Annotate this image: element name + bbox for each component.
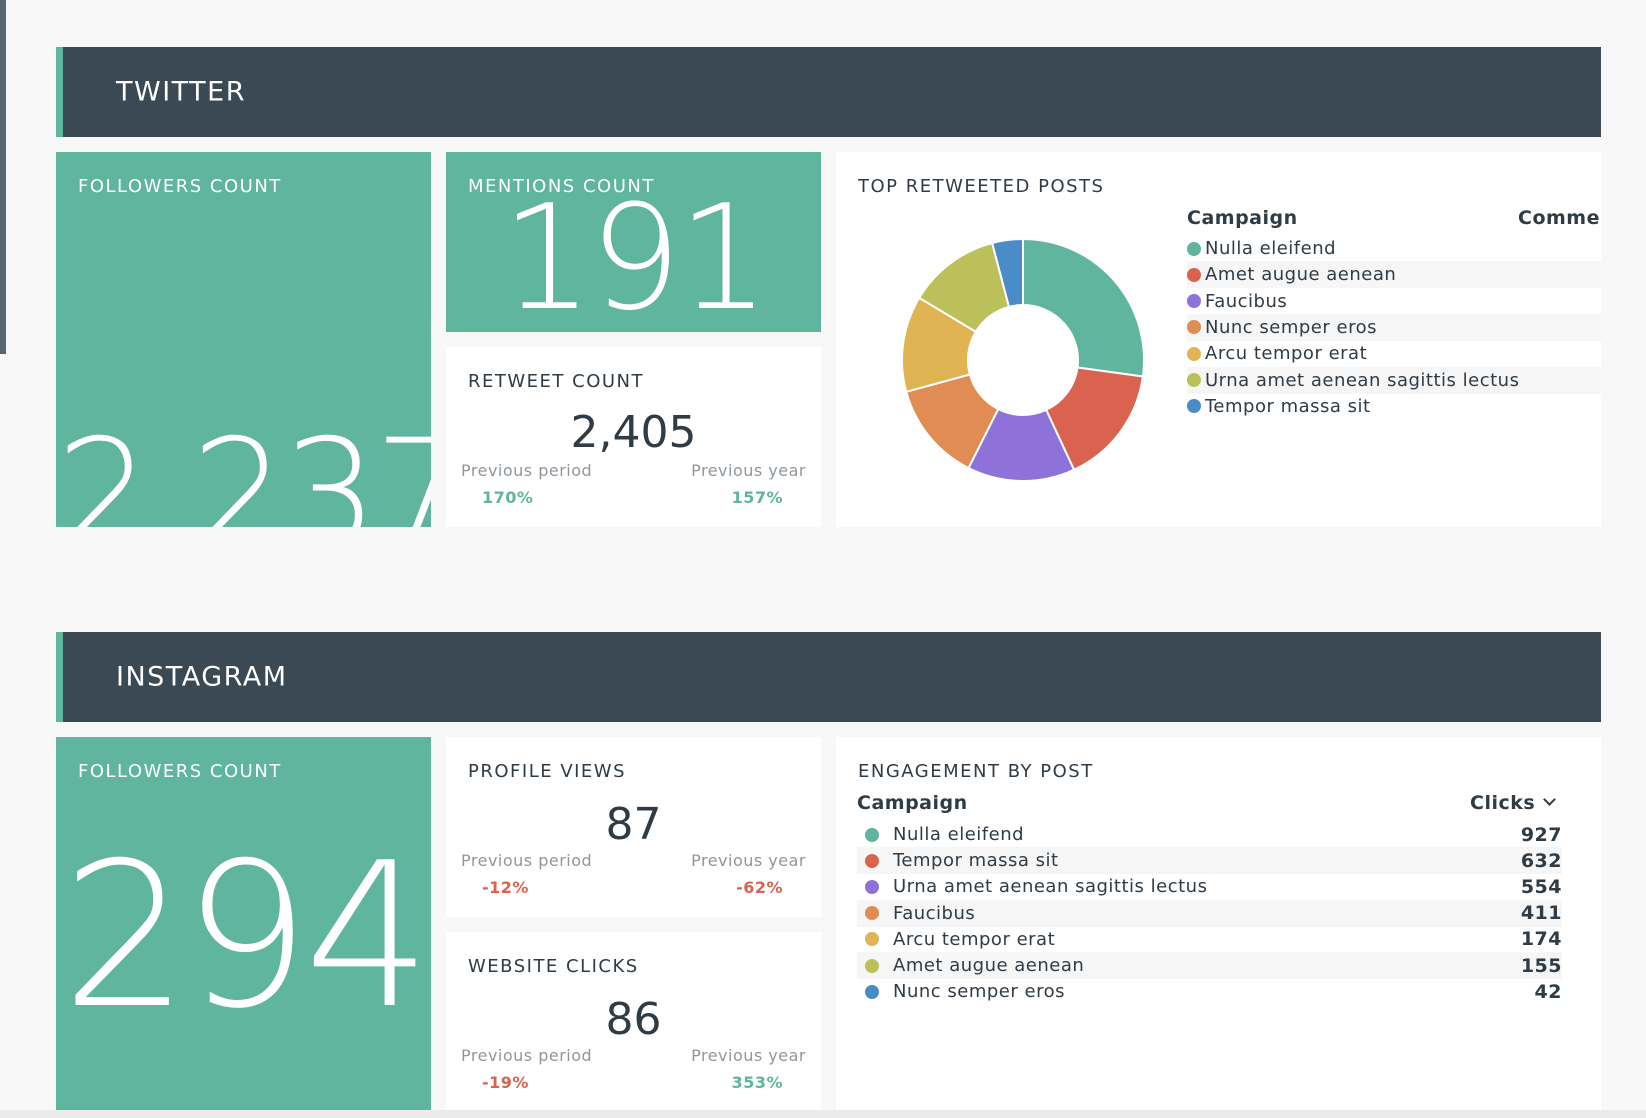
legend-dot-icon xyxy=(1187,373,1201,387)
legend-dot-icon xyxy=(865,827,879,842)
clicks-value: 632 xyxy=(1520,849,1562,872)
clicks-value: 174 xyxy=(1520,928,1562,951)
legend-label: Tempor massa sit xyxy=(1205,395,1371,417)
legend-dot-icon xyxy=(865,984,879,999)
twitter-mentions-card[interactable]: MENTIONS COUNT 191 xyxy=(446,152,821,332)
legend-dot-icon xyxy=(1187,241,1201,256)
bottom-edge xyxy=(0,1110,1646,1118)
campaign-label: Faucibus xyxy=(893,902,976,924)
instagram-website-clicks-prev-period-value: -19% xyxy=(482,1073,529,1092)
twitter-mentions-title: MENTIONS COUNT xyxy=(468,176,655,197)
twitter-section-header: TWITTER xyxy=(56,47,1601,137)
twitter-top-posts-title: TOP RETWEETED POSTS xyxy=(858,176,1105,197)
top-posts-legend-item[interactable]: Tempor massa sit xyxy=(1187,393,1601,420)
table-row[interactable]: Tempor massa sit 632 xyxy=(857,847,1562,875)
instagram-website-clicks-prev-year-label: Previous year xyxy=(691,1046,806,1065)
instagram-website-clicks-card[interactable]: WEBSITE CLICKS 86 Previous period Previo… xyxy=(446,932,821,1112)
legend-dot-icon xyxy=(1187,267,1201,282)
legend-dot-icon xyxy=(865,932,879,947)
instagram-profile-views-prev-year-value: -62% xyxy=(736,878,783,897)
twitter-followers-value: 2,237 xyxy=(56,408,431,527)
clicks-value: 155 xyxy=(1520,954,1562,977)
top-posts-legend-item[interactable]: Arcu tempor erat xyxy=(1187,340,1601,367)
table-row[interactable]: Nulla eleifend 927 xyxy=(857,821,1562,848)
legend-dot-icon xyxy=(865,879,879,894)
clicks-value: 554 xyxy=(1520,875,1562,898)
top-posts-legend-item[interactable]: Nunc semper eros xyxy=(1187,313,1601,341)
top-posts-legend-item[interactable]: Urna amet aenean sagittis lectus xyxy=(1187,366,1601,394)
table-row[interactable]: Arcu tempor erat 174 xyxy=(857,926,1562,953)
clicks-value: 411 xyxy=(1520,902,1562,925)
engagement-col-campaign[interactable]: Campaign xyxy=(857,792,968,814)
legend-label: Faucibus xyxy=(1205,290,1288,312)
instagram-followers-value: 294 xyxy=(61,820,431,1053)
table-row[interactable]: Urna amet aenean sagittis lectus 554 xyxy=(857,873,1562,900)
engagement-title: ENGAGEMENT BY POST xyxy=(858,761,1094,782)
legend-dot-icon xyxy=(865,853,879,868)
twitter-retweet-value: 2,405 xyxy=(570,407,697,458)
window-left-edge xyxy=(0,0,6,354)
clicks-value: 927 xyxy=(1520,823,1562,846)
table-row[interactable]: Nunc semper eros 42 xyxy=(857,978,1562,1005)
twitter-followers-title: FOLLOWERS COUNT xyxy=(78,176,282,197)
top-posts-col-campaign[interactable]: Campaign xyxy=(1187,207,1298,229)
legend-label: Arcu tempor erat xyxy=(1205,343,1368,365)
campaign-label: Urna amet aenean sagittis lectus xyxy=(893,876,1208,898)
donut-slice[interactable] xyxy=(1022,237,1145,378)
campaign-label: Amet augue aenean xyxy=(893,955,1085,976)
instagram-section-title: INSTAGRAM xyxy=(116,661,288,693)
twitter-mentions-value: 191 xyxy=(501,174,770,332)
legend-label: Amet augue aenean xyxy=(1205,264,1397,286)
legend-dot-icon xyxy=(1187,294,1201,309)
legend-dot-icon xyxy=(1187,399,1201,414)
top-posts-col-comments[interactable]: Commer xyxy=(1518,207,1601,229)
top-posts-legend-item[interactable]: Faucibus xyxy=(1187,288,1601,315)
twitter-section-title: TWITTER xyxy=(116,76,246,108)
campaign-label: Tempor massa sit xyxy=(893,850,1059,872)
instagram-engagement-card[interactable]: ENGAGEMENT BY POST Campaign Clicks Nulla… xyxy=(836,737,1601,1112)
instagram-profile-views-title: PROFILE VIEWS xyxy=(468,761,627,782)
instagram-section-header: INSTAGRAM xyxy=(56,632,1601,722)
top-posts-donut-chart[interactable] xyxy=(893,230,1153,490)
top-posts-legend-item[interactable]: Nulla eleifend xyxy=(1187,235,1601,262)
engagement-col-clicks[interactable]: Clicks xyxy=(1470,792,1557,814)
twitter-top-posts-card[interactable]: TOP RETWEETED POSTS Campaign Commer Null… xyxy=(836,152,1601,527)
donut-slice[interactable] xyxy=(990,237,1024,309)
instagram-profile-views-card[interactable]: PROFILE VIEWS 87 Previous period Previou… xyxy=(446,737,821,917)
instagram-followers-card[interactable]: FOLLOWERS COUNT 294 xyxy=(56,737,431,1112)
twitter-retweet-prev-year-value: 157% xyxy=(731,488,783,507)
campaign-label: Nunc semper eros xyxy=(893,981,1065,1003)
instagram-website-clicks-prev-year-value: 353% xyxy=(731,1073,783,1092)
instagram-website-clicks-prev-period-label: Previous period xyxy=(461,1046,593,1065)
campaign-label: Arcu tempor erat xyxy=(893,928,1056,950)
instagram-followers-title: FOLLOWERS COUNT xyxy=(78,761,282,782)
legend-dot-icon xyxy=(865,958,879,973)
instagram-website-clicks-value: 86 xyxy=(605,994,662,1045)
instagram-profile-views-prev-period-value: -12% xyxy=(482,878,529,897)
instagram-profile-views-prev-year-label: Previous year xyxy=(691,851,806,870)
campaign-label: Nulla eleifend xyxy=(893,824,1025,845)
table-row[interactable]: Faucibus 411 xyxy=(857,899,1562,927)
engagement-col-clicks-label: Clicks xyxy=(1470,792,1536,814)
legend-label: Nulla eleifend xyxy=(1205,238,1337,259)
table-row[interactable]: Amet augue aenean 155 xyxy=(857,952,1562,979)
instagram-profile-views-prev-period-label: Previous period xyxy=(461,851,593,870)
legend-dot-icon xyxy=(865,906,879,921)
twitter-retweet-prev-period-value: 170% xyxy=(482,488,534,507)
instagram-profile-views-value: 87 xyxy=(605,799,662,850)
twitter-retweet-title: RETWEET COUNT xyxy=(468,371,645,392)
top-posts-legend-item[interactable]: Amet augue aenean xyxy=(1187,261,1601,289)
legend-dot-icon xyxy=(1187,346,1201,361)
legend-dot-icon xyxy=(1187,320,1201,335)
legend-label: Urna amet aenean sagittis lectus xyxy=(1205,369,1520,391)
twitter-followers-card[interactable]: FOLLOWERS COUNT 2,237 xyxy=(56,152,431,527)
clicks-value: 42 xyxy=(1534,980,1562,1003)
twitter-retweet-prev-year-label: Previous year xyxy=(691,461,806,480)
legend-label: Nunc semper eros xyxy=(1205,316,1377,338)
donut-slice[interactable] xyxy=(1044,366,1144,472)
chevron-down-icon[interactable] xyxy=(1543,792,1557,806)
twitter-retweet-prev-period-label: Previous period xyxy=(461,461,593,480)
instagram-website-clicks-title: WEBSITE CLICKS xyxy=(468,956,639,977)
twitter-retweet-card[interactable]: RETWEET COUNT 2,405 Previous period Prev… xyxy=(446,347,821,527)
